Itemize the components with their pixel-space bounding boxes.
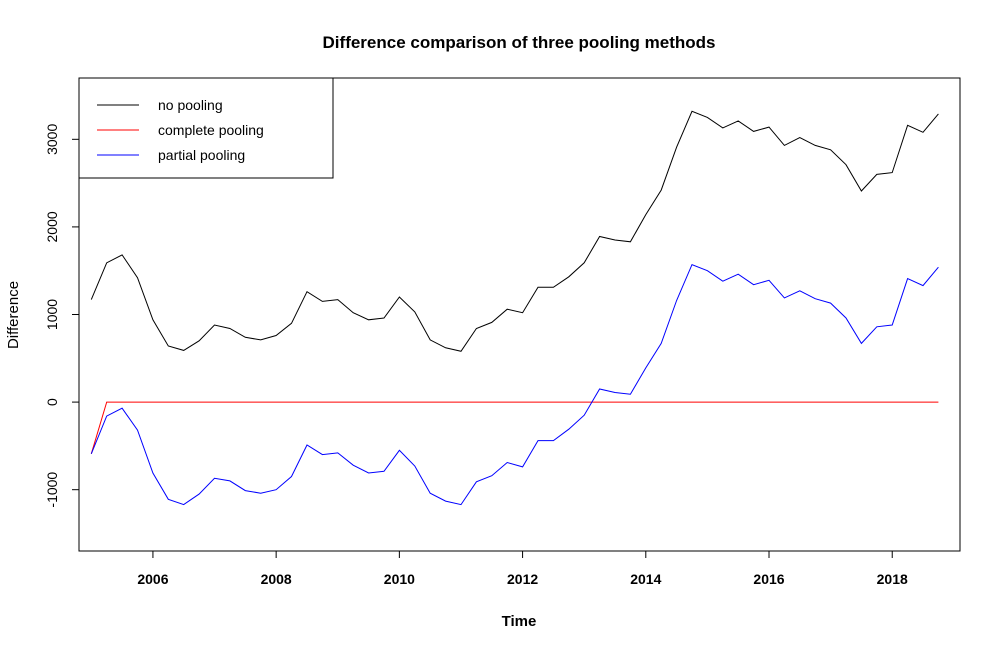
x-axis-title: Time <box>502 613 537 630</box>
x-tick-label: 2018 <box>877 571 908 587</box>
legend-label: complete pooling <box>158 122 264 138</box>
legend-box <box>78 77 334 179</box>
y-tick-label: -1000 <box>44 472 60 508</box>
legend: no pooling complete pooling partial poolin… <box>78 77 334 179</box>
series-line-no-pooling <box>90 110 939 352</box>
y-tick-label: 2000 <box>44 211 60 242</box>
y-tick-label: 3000 <box>44 124 60 155</box>
x-tick-label: 2006 <box>137 571 168 587</box>
legend-label: no pooling <box>158 97 223 113</box>
x-tick-label: 2012 <box>507 571 538 587</box>
legend-label: partial pooling <box>158 147 245 163</box>
series-line-partial-pooling <box>90 263 939 506</box>
y-tick-label: 0 <box>44 398 60 406</box>
series-line-complete-pooling <box>90 401 939 454</box>
y-tick-label: 1000 <box>44 299 60 330</box>
plot-area: 2006 2008 2010 2012 2014 2016 2018 -1000 0 1000 20… <box>44 77 961 587</box>
y-axis-title: Difference <box>5 281 22 349</box>
x-tick-label: 2008 <box>261 571 292 587</box>
chart-title: Difference comparison of three pooling m… <box>323 33 716 52</box>
x-tick-label: 2016 <box>753 571 784 587</box>
x-tick-label: 2010 <box>384 571 415 587</box>
x-tick-label: 2014 <box>630 571 661 587</box>
